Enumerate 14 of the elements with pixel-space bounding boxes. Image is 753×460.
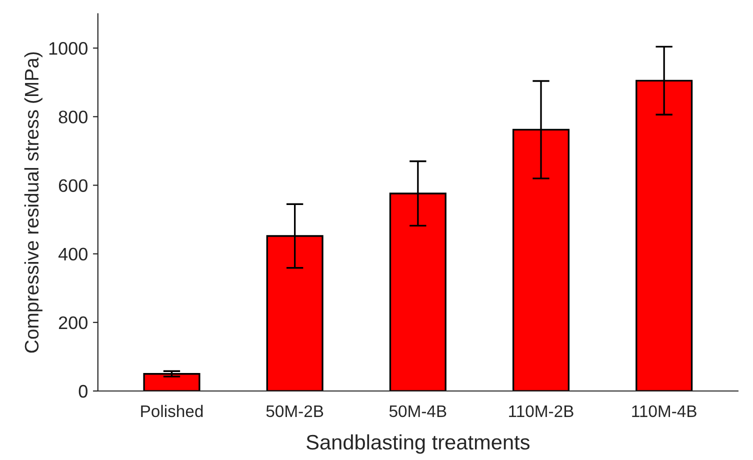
y-axis-title: Compressive residual stress (MPa): [24, 52, 42, 353]
bar: [143, 373, 200, 391]
x-axis-title: Sandblasting treatments: [306, 434, 530, 454]
x-tick-label: Polished: [141, 404, 203, 418]
x-tick-label: 110M-2B: [509, 405, 574, 418]
y-tick-label: 600: [58, 179, 88, 192]
x-tick-label: 50M-2B: [266, 405, 324, 418]
x-tick-label: 110M-4B: [632, 405, 696, 418]
y-tick-label: 0: [78, 384, 88, 398]
y-tick-label: 800: [58, 110, 88, 124]
x-tick-label: 50M-4B: [389, 405, 446, 418]
y-tick-label: 200: [58, 316, 88, 330]
y-tick-label: 400: [58, 248, 88, 261]
y-tick-label: 1000: [49, 42, 88, 55]
